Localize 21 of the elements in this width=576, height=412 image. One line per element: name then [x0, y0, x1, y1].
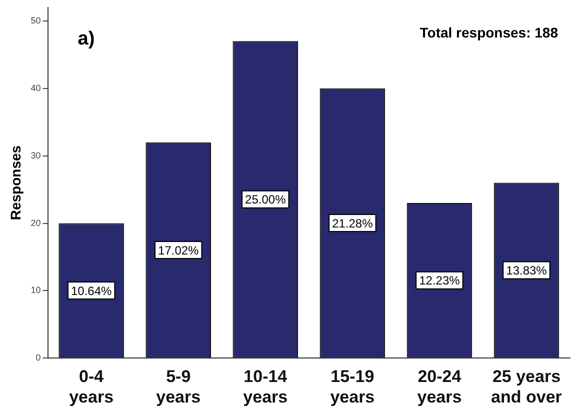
y-tick-label: 10: [30, 285, 41, 296]
y-tick-label: 40: [30, 82, 41, 93]
x-tick-label: 25 years and over: [491, 367, 562, 406]
annotation: Total responses: 188: [420, 24, 558, 40]
y-tick-label: 30: [30, 150, 41, 160]
annotation: 17.02%: [158, 243, 200, 258]
x-tick-label: 20-24 years: [417, 367, 462, 406]
y-tick-label: 20: [30, 218, 41, 228]
annotation: 13.83%: [506, 264, 548, 278]
y-tick-label: 50: [30, 15, 41, 26]
x-tick-label: 5-9 years: [156, 367, 201, 406]
annotation: 25.00%: [245, 192, 286, 207]
annotation: 12.23%: [419, 274, 460, 288]
annotation: 21.28%: [332, 216, 374, 230]
y-axis-title: Responses: [7, 145, 24, 220]
x-tick-label: 15-19 years: [330, 367, 375, 406]
annotation: 10.64%: [70, 284, 112, 298]
text: a): [78, 28, 95, 50]
x-tick-label: 10-14 years: [243, 367, 288, 406]
y-tick-label: 0: [36, 352, 41, 363]
x-tick-label: 0-4 years: [69, 367, 114, 406]
